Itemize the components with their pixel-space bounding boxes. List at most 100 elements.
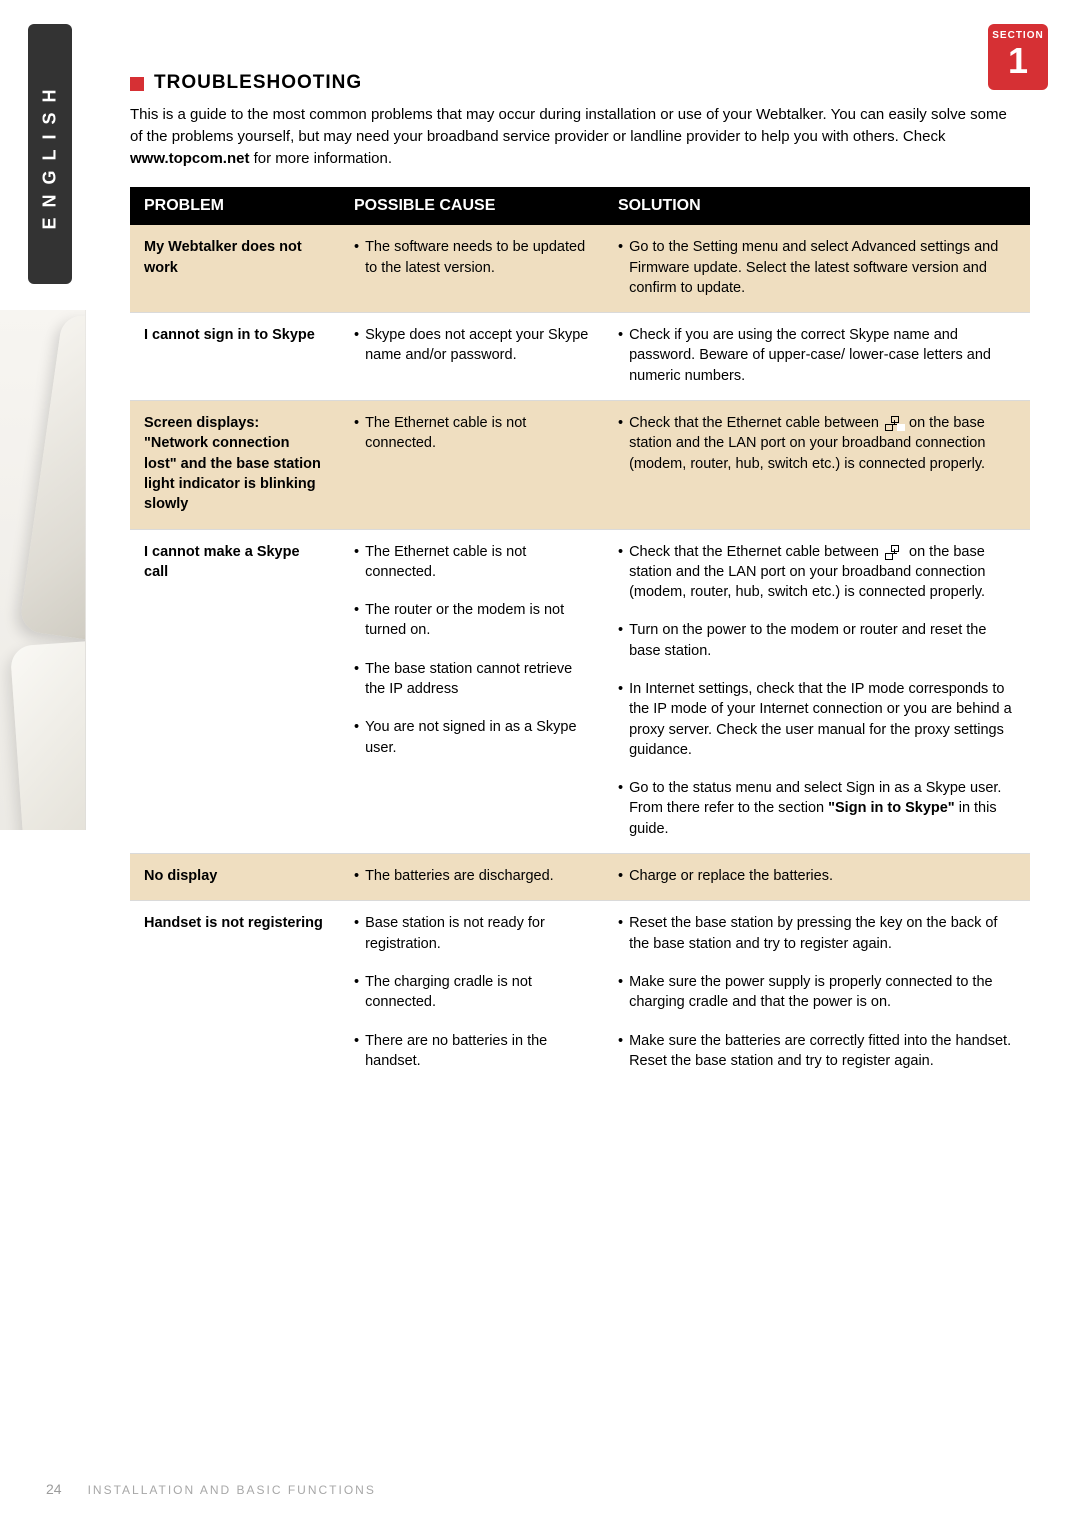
list-item-text: Check that the Ethernet cable between on… — [629, 413, 1016, 474]
list-item: •In Internet settings, check that the IP… — [618, 679, 1016, 760]
cell-problem: Screen displays: "Network connection los… — [130, 401, 340, 529]
bullet-icon: • — [618, 413, 623, 474]
heading-text: TROUBLESHOOTING — [154, 72, 362, 94]
list-item: •The router or the modem is not turned o… — [354, 600, 590, 641]
list-item: •Make sure the batteries are correctly f… — [618, 1031, 1016, 1072]
cell-solution: •Check that the Ethernet cable between o… — [604, 529, 1030, 854]
table-header-row: PROBLEM POSSIBLE CAUSE SOLUTION — [130, 187, 1030, 225]
list-item-text: The Ethernet cable is not connected. — [365, 542, 590, 583]
cell-problem: No display — [130, 854, 340, 901]
cell-cause: •The software needs to be updated to the… — [340, 225, 604, 312]
list-item-text: Base station is not ready for registrati… — [365, 913, 590, 954]
table-row: Handset is not registering•Base station … — [130, 901, 1030, 1085]
troubleshooting-table: PROBLEM POSSIBLE CAUSE SOLUTION My Webta… — [130, 187, 1030, 1085]
list-item-text: The software needs to be updated to the … — [365, 237, 590, 278]
list-item-text: The router or the modem is not turned on… — [365, 600, 590, 641]
list-item: •The batteries are discharged. — [354, 866, 590, 886]
list-item-text: In Internet settings, check that the IP … — [629, 679, 1016, 760]
table-row: My Webtalker does not work•The software … — [130, 225, 1030, 312]
list-item: •Reset the base station by pressing the … — [618, 913, 1016, 954]
cell-problem: Handset is not registering — [130, 901, 340, 1085]
list-item-text: The Ethernet cable is not connected. — [365, 413, 590, 454]
bullet-icon: • — [618, 1031, 623, 1072]
list-item: •Go to the Setting menu and select Advan… — [618, 237, 1016, 298]
footer-text: INSTALLATION AND BASIC FUNCTIONS — [88, 1483, 376, 1497]
list-item-text: You are not signed in as a Skype user. — [365, 717, 590, 758]
bullet-icon: • — [618, 778, 623, 839]
intro-paragraph: This is a guide to the most common probl… — [130, 104, 1010, 169]
list-item-text: Check that the Ethernet cable between on… — [629, 542, 1016, 603]
cell-cause: •The Ethernet cable is not connected.•Th… — [340, 529, 604, 854]
col-header-problem: PROBLEM — [130, 187, 340, 225]
bullet-icon: • — [618, 679, 623, 760]
col-header-solution: SOLUTION — [604, 187, 1030, 225]
list-item: • Charge or replace the batteries. — [618, 866, 1016, 886]
list-item: •Check if you are using the correct Skyp… — [618, 325, 1016, 386]
page-number: 24 — [46, 1481, 62, 1497]
bullet-icon: • — [354, 972, 359, 1013]
list-item: •You are not signed in as a Skype user. — [354, 717, 590, 758]
list-item-text: The charging cradle is not connected. — [365, 972, 590, 1013]
bullet-icon: • — [618, 620, 623, 661]
cell-solution: •Check if you are using the correct Skyp… — [604, 313, 1030, 401]
list-item-text: The base station cannot retrieve the IP … — [365, 659, 590, 700]
cell-cause: •The Ethernet cable is not connected. — [340, 401, 604, 529]
list-item: •The Ethernet cable is not connected. — [354, 413, 590, 454]
list-item: •Go to the status menu and select Sign i… — [618, 778, 1016, 839]
bullet-icon: • — [618, 542, 623, 603]
list-item: •The base station cannot retrieve the IP… — [354, 659, 590, 700]
list-item: •Base station is not ready for registrat… — [354, 913, 590, 954]
bullet-icon: • — [618, 972, 623, 1013]
lan-port-icon — [885, 545, 903, 559]
main-content: TROUBLESHOOTING This is a guide to the m… — [130, 72, 1030, 1085]
col-header-cause: POSSIBLE CAUSE — [340, 187, 604, 225]
bullet-icon: • — [354, 659, 359, 700]
language-tab: ENGLISH — [28, 24, 72, 284]
list-item-text: Skype does not accept your Skype name an… — [365, 325, 590, 366]
bullet-icon: • — [618, 325, 623, 386]
list-item: •The Ethernet cable is not connected. — [354, 542, 590, 583]
list-item: •There are no batteries in the handset. — [354, 1031, 590, 1072]
cell-solution: •Check that the Ethernet cable between o… — [604, 401, 1030, 529]
list-item: •Check that the Ethernet cable between o… — [618, 542, 1016, 603]
list-item: •Make sure the power supply is properly … — [618, 972, 1016, 1013]
intro-bold-link: www.topcom.net — [130, 150, 249, 167]
list-item-text: Make sure the power supply is properly c… — [629, 972, 1016, 1013]
language-tab-label: ENGLISH — [40, 79, 61, 229]
cell-cause: •Base station is not ready for registrat… — [340, 901, 604, 1085]
list-item-text: Turn on the power to the modem or router… — [629, 620, 1016, 661]
cell-cause: •Skype does not accept your Skype name a… — [340, 313, 604, 401]
page-footer: 24 INSTALLATION AND BASIC FUNCTIONS — [46, 1481, 376, 1497]
list-item-text: Go to the status menu and select Sign in… — [629, 778, 1016, 839]
heading-square-icon — [130, 77, 144, 91]
cell-cause: •The batteries are discharged. — [340, 854, 604, 901]
bullet-icon: • — [354, 413, 359, 454]
cell-problem: I cannot make a Skype call — [130, 529, 340, 854]
table-row: I cannot sign in to Skype•Skype does not… — [130, 313, 1030, 401]
list-item-text: Reset the base station by pressing the k… — [629, 913, 1016, 954]
bullet-icon: • — [354, 866, 359, 886]
bullet-icon: • — [618, 237, 623, 298]
bullet-icon: • — [354, 600, 359, 641]
bullet-icon: • — [354, 913, 359, 954]
list-item: •The software needs to be updated to the… — [354, 237, 590, 278]
table-row: Screen displays: "Network connection los… — [130, 401, 1030, 529]
bullet-icon: • — [354, 1031, 359, 1072]
cell-problem: My Webtalker does not work — [130, 225, 340, 312]
bullet-icon: • — [618, 866, 623, 886]
bullet-icon: • — [354, 542, 359, 583]
bullet-icon: • — [618, 913, 623, 954]
list-item: •Skype does not accept your Skype name a… — [354, 325, 590, 366]
list-item: •Check that the Ethernet cable between o… — [618, 413, 1016, 474]
table-row: No display •The batteries are discharged.… — [130, 854, 1030, 901]
bullet-icon: • — [354, 325, 359, 366]
cell-solution: •Reset the base station by pressing the … — [604, 901, 1030, 1085]
list-item: •Turn on the power to the modem or route… — [618, 620, 1016, 661]
cell-solution: •Go to the Setting menu and select Advan… — [604, 225, 1030, 312]
cell-solution: • Charge or replace the batteries. — [604, 854, 1030, 901]
list-item-text: Charge or replace the batteries. — [629, 866, 1016, 886]
list-item-text: Make sure the batteries are correctly fi… — [629, 1031, 1016, 1072]
side-product-illustration — [0, 310, 86, 830]
section-heading: TROUBLESHOOTING — [130, 72, 1030, 94]
bullet-icon: • — [354, 237, 359, 278]
